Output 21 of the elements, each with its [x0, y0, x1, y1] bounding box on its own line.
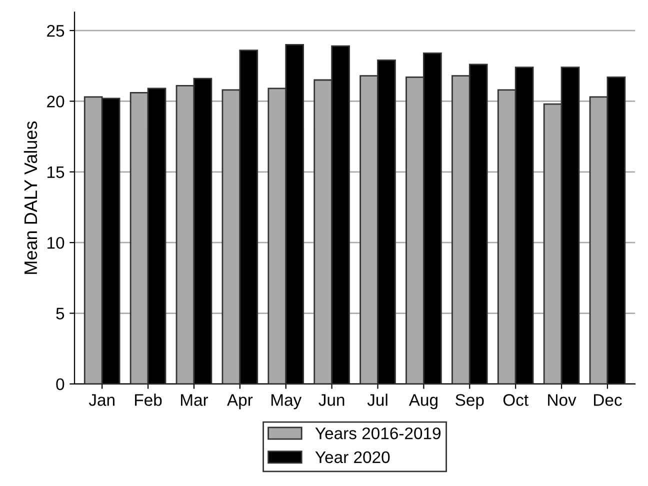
x-tick-label: Mar — [180, 394, 208, 406]
x-tick-label: Jul — [367, 394, 388, 406]
y-tick-label: 10 — [48, 236, 64, 249]
x-tick-label: Jan — [88, 394, 114, 406]
y-tick-label: 25 — [47, 24, 64, 37]
x-tick-label: Sep — [456, 394, 484, 410]
y-axis-title: Mean DALY Values — [24, 121, 38, 274]
y-tick-label: 20 — [47, 96, 64, 108]
x-tick-label: Oct — [503, 394, 528, 406]
x-tick-label: Jun — [318, 394, 344, 406]
y-tick-label: 5 — [56, 308, 64, 320]
x-tick-label: Feb — [135, 394, 162, 406]
legend-label: Year 2020 — [315, 451, 390, 464]
y-tick-label: 15 — [48, 166, 64, 178]
legend-label: Years 2016-2019 — [315, 427, 441, 440]
x-tick-label: May — [271, 394, 302, 410]
x-tick-label: Dec — [594, 394, 622, 406]
x-tick-label: Apr — [226, 394, 253, 410]
x-tick-label: Nov — [548, 394, 576, 406]
y-tick-label: 0 — [56, 378, 64, 390]
x-tick-label: Aug — [408, 394, 438, 410]
